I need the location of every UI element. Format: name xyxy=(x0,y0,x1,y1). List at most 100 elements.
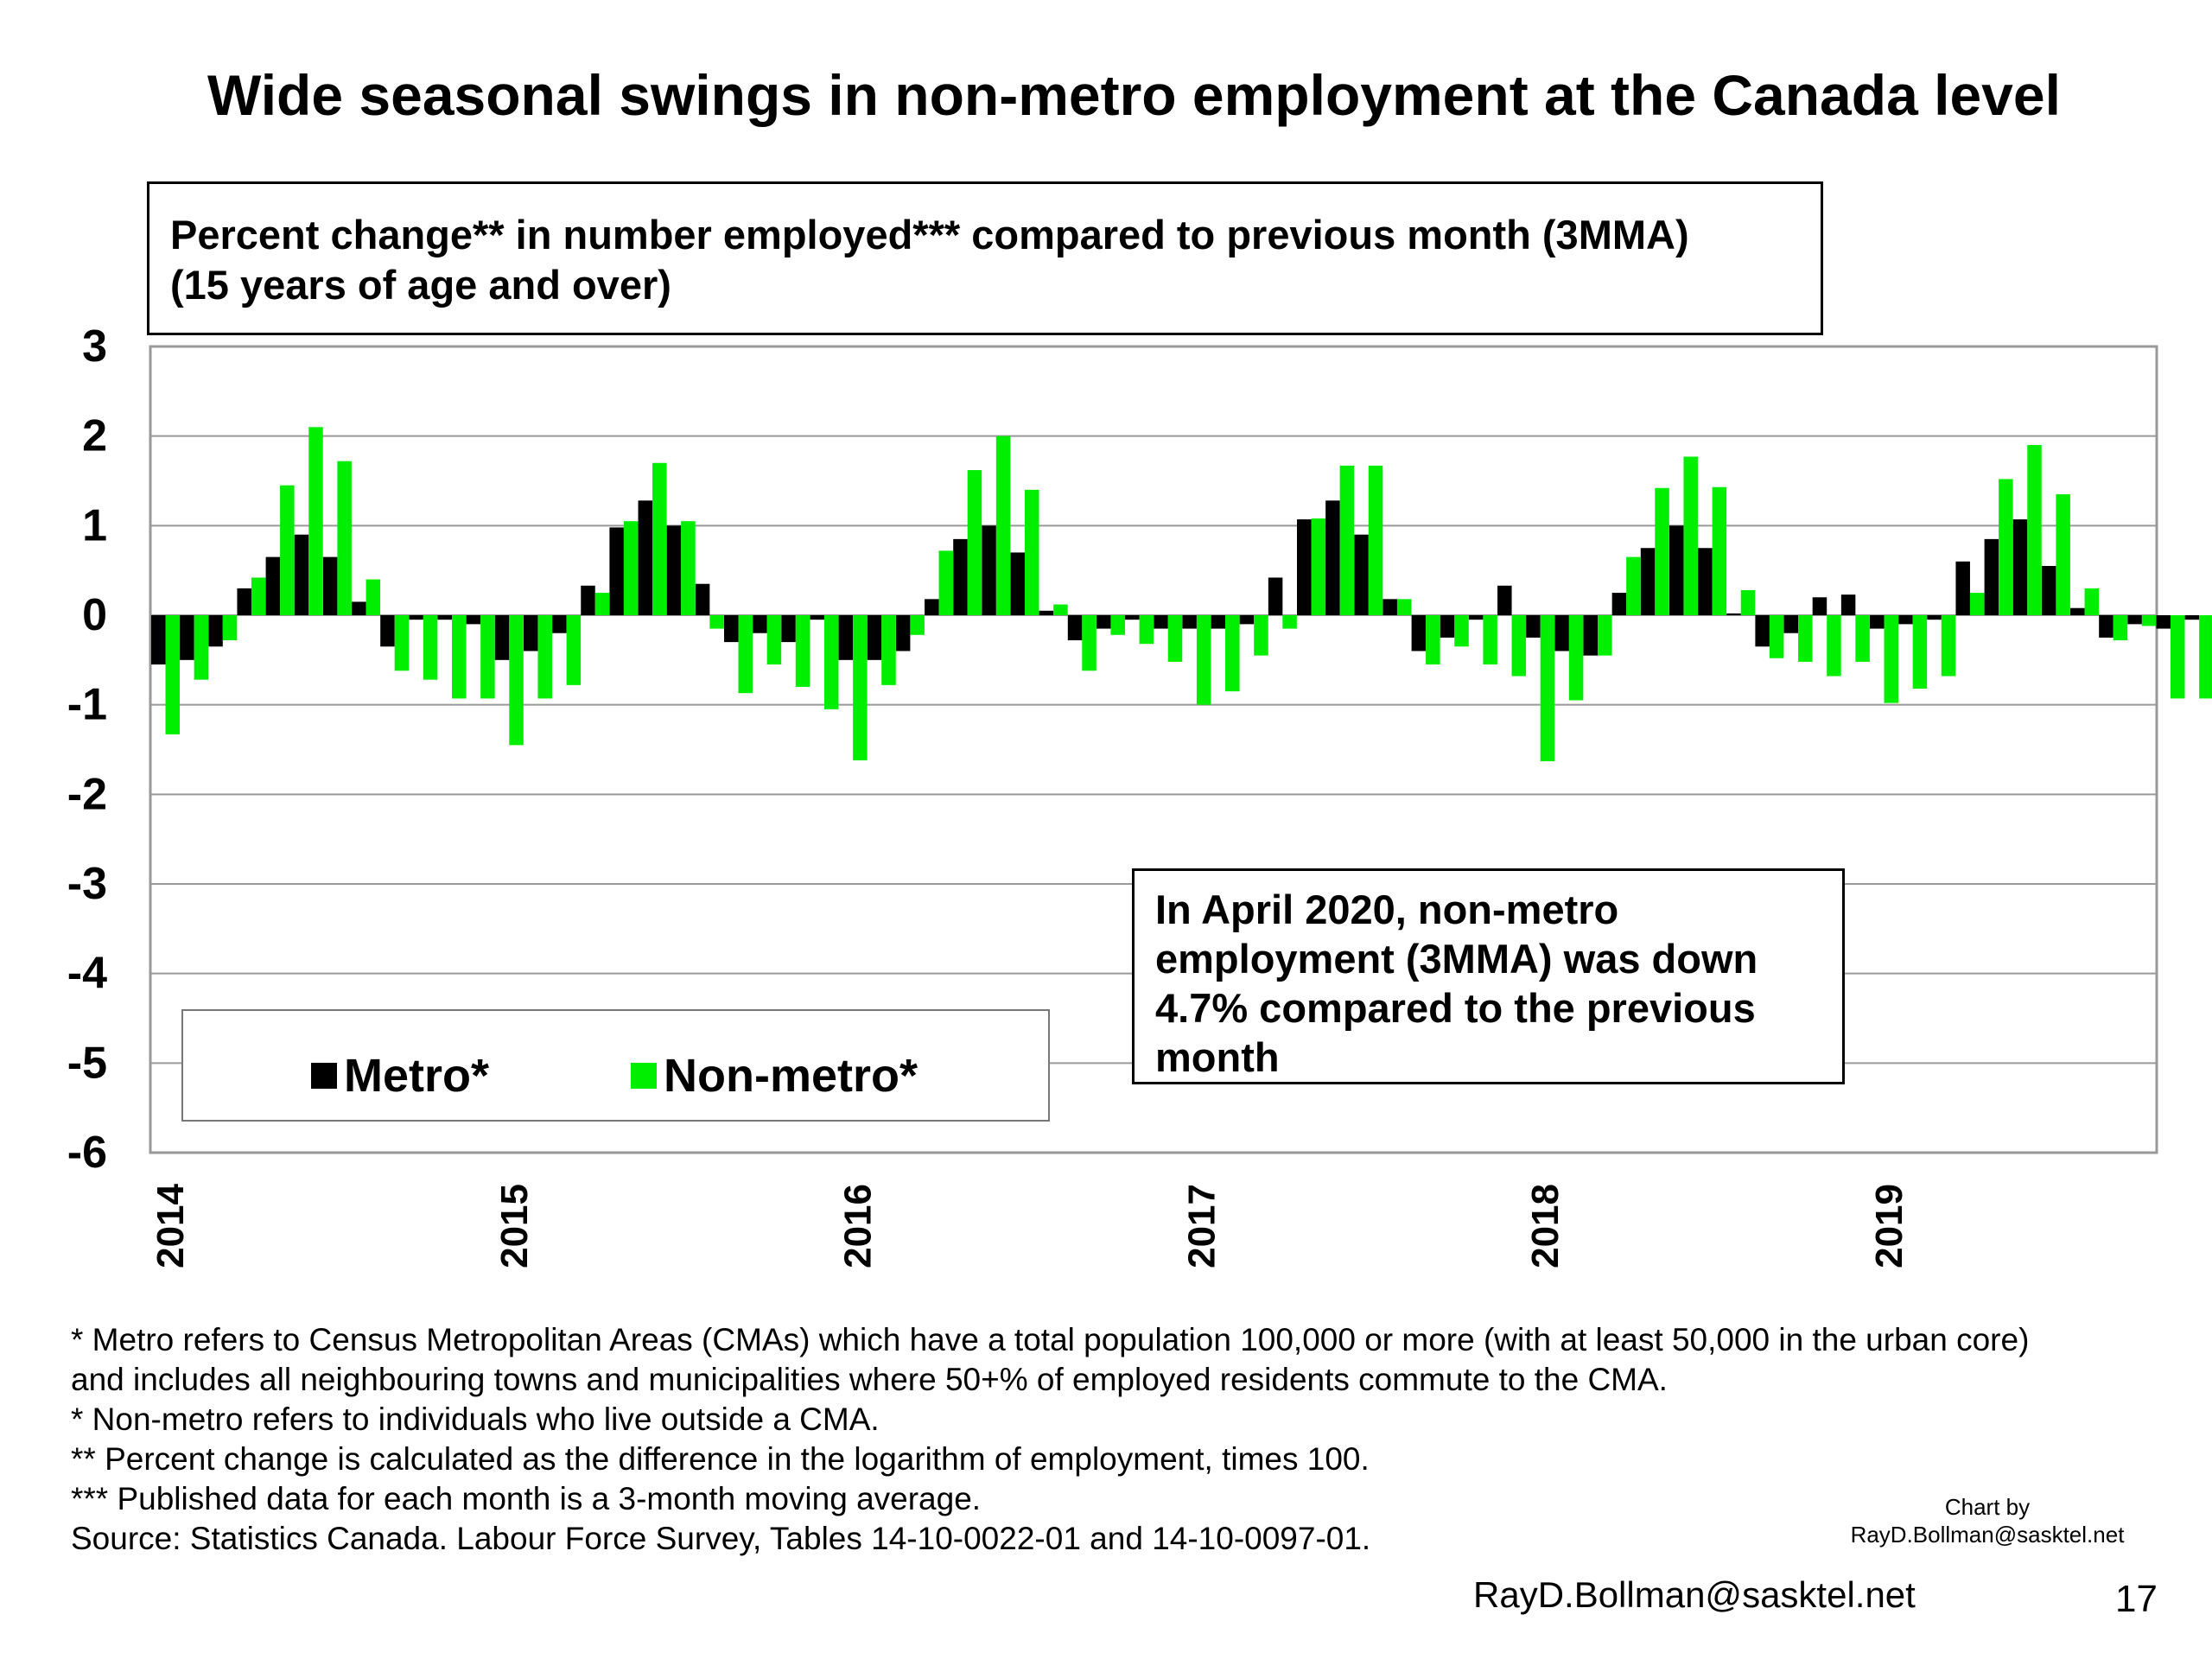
bar-nonmetro xyxy=(2084,588,2100,615)
bar-nonmetro xyxy=(1282,615,1297,629)
footer-email: RayD.Bollman@sasktel.net xyxy=(1473,1574,1916,1615)
bar-nonmetro xyxy=(1225,615,1240,692)
legend-label-metro: Metro* xyxy=(344,1050,490,1102)
bar-nonmetro xyxy=(1368,465,1383,615)
x-tick-label: 2017 xyxy=(1180,1184,1223,1268)
bar-metro xyxy=(1783,615,1799,633)
bar-nonmetro xyxy=(1396,599,1412,615)
y-tick-label: -4 xyxy=(67,949,107,999)
bar-nonmetro xyxy=(337,461,352,615)
bar-nonmetro xyxy=(308,427,323,615)
bar-nonmetro xyxy=(566,615,582,685)
bar-metro xyxy=(1955,561,1970,615)
x-tick-label: 2014 xyxy=(149,1183,192,1268)
bar-metro xyxy=(552,615,567,633)
bar-metro xyxy=(982,525,996,615)
bar-metro xyxy=(1611,593,1627,615)
bar-nonmetro xyxy=(1912,615,1928,690)
y-tick-label: -6 xyxy=(67,1128,107,1178)
y-tick-label: 2 xyxy=(82,411,107,461)
y-tick-label: 1 xyxy=(82,500,107,550)
bar-metro xyxy=(2127,615,2142,625)
bar-metro xyxy=(1010,552,1025,615)
bar-nonmetro xyxy=(652,462,667,615)
bar-metro xyxy=(2184,615,2200,620)
bar-nonmetro xyxy=(1082,615,1096,671)
bar-metro xyxy=(581,585,595,615)
bar-metro xyxy=(1840,594,1856,615)
bar-metro xyxy=(1125,615,1140,620)
bar-metro xyxy=(466,615,481,625)
bar-metro xyxy=(294,534,309,615)
bar-metro xyxy=(1554,615,1569,652)
bar-metro xyxy=(810,615,824,620)
x-tick-label: 2018 xyxy=(1524,1184,1567,1268)
bar-nonmetro xyxy=(1139,615,1154,645)
bar-nonmetro xyxy=(910,615,925,635)
legend-label-nonmetro: Non-metro* xyxy=(664,1050,918,1102)
credit-line2: RayD.Bollman@sasktel.net xyxy=(1850,1522,2125,1548)
bar-nonmetro xyxy=(967,470,982,615)
bar-nonmetro xyxy=(280,485,295,615)
bar-metro xyxy=(237,588,251,615)
bar-metro xyxy=(523,615,538,652)
chart-credit: Chart by RayD.Bollman@sasktel.net xyxy=(1806,1493,2169,1548)
source-note: Source: Statistics Canada. Labour Force … xyxy=(71,1521,1371,1556)
bar-nonmetro xyxy=(738,615,753,694)
bar-metro xyxy=(2070,607,2085,615)
bar-metro xyxy=(322,556,338,615)
bar-nonmetro xyxy=(1483,615,1497,665)
chart-subtitle-line2: (15 years of age and over) xyxy=(170,262,671,308)
bar-nonmetro xyxy=(1855,615,1870,662)
bar-nonmetro xyxy=(1025,489,1039,615)
footnote: * Metro refers to Census Metropolitan Ar… xyxy=(71,1322,2030,1357)
x-tick-label: 2019 xyxy=(1868,1184,1910,1268)
bar-nonmetro xyxy=(594,593,610,615)
bar-metro xyxy=(2041,565,2056,615)
bar-nonmetro xyxy=(2113,615,2128,641)
footnotes: * Metro refers to Census Metropolitan Ar… xyxy=(71,1320,2196,1559)
bar-nonmetro xyxy=(423,615,438,680)
x-tick-label: 2015 xyxy=(493,1184,536,1268)
bar-metro xyxy=(781,615,796,643)
annotation-line: month xyxy=(1155,1034,1280,1080)
bar-metro xyxy=(1526,615,1541,638)
bar-metro xyxy=(1039,610,1054,615)
bar-nonmetro xyxy=(1683,456,1698,615)
bar-metro xyxy=(2012,519,2028,615)
bar-metro xyxy=(1297,519,1312,615)
bar-nonmetro xyxy=(509,615,524,746)
bar-nonmetro xyxy=(1969,593,1985,615)
chart-subtitle-line1: Percent change** in number employed*** c… xyxy=(170,212,1689,257)
bar-nonmetro xyxy=(766,615,782,665)
x-tick-label: 2016 xyxy=(837,1184,880,1268)
bar-nonmetro xyxy=(1999,479,2013,615)
bar-metro xyxy=(494,615,510,660)
bar-metro xyxy=(1468,615,1484,620)
bar-metro xyxy=(1382,599,1397,615)
bar-nonmetro xyxy=(1769,615,1784,658)
bar-nonmetro xyxy=(394,615,410,671)
bar-metro xyxy=(695,583,710,615)
bar-metro xyxy=(1640,548,1656,615)
bar-metro xyxy=(1325,500,1340,615)
y-tick-label: 0 xyxy=(82,590,107,640)
bar-nonmetro xyxy=(1339,465,1355,615)
bar-nonmetro xyxy=(995,435,1011,615)
bar-metro xyxy=(1583,615,1598,656)
bar-nonmetro xyxy=(1540,615,1555,761)
bar-metro xyxy=(1211,615,1226,629)
bar-metro xyxy=(1984,538,1999,615)
bar-nonmetro xyxy=(537,615,552,699)
y-tick-label: -5 xyxy=(67,1038,107,1088)
bar-nonmetro xyxy=(1798,615,1813,662)
bar-metro xyxy=(437,615,452,620)
footnote: and includes all neighbouring towns and … xyxy=(71,1362,1668,1397)
bar-nonmetro xyxy=(452,615,467,699)
bar-nonmetro xyxy=(853,615,868,760)
bar-nonmetro xyxy=(1626,556,1641,615)
annotation-line: In April 2020, non-metro xyxy=(1155,887,1619,932)
bar-nonmetro xyxy=(1568,615,1584,701)
legend-swatch-metro xyxy=(311,1063,337,1089)
